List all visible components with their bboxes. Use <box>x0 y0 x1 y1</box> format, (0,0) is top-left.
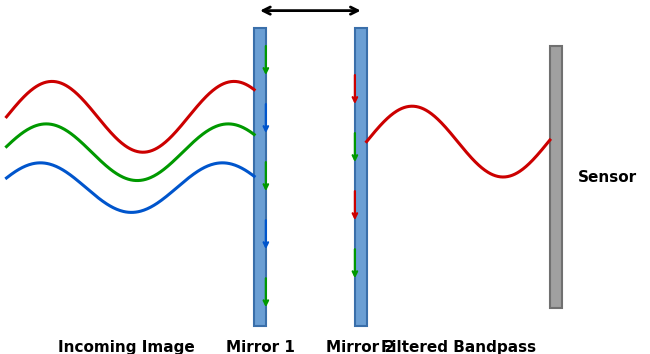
Text: Mirror 1: Mirror 1 <box>226 340 294 354</box>
Bar <box>355 28 367 326</box>
Text: Sensor: Sensor <box>578 170 637 184</box>
Text: Mirror 2: Mirror 2 <box>326 340 395 354</box>
Text: Incoming Image: Incoming Image <box>58 340 195 354</box>
Bar <box>550 46 562 308</box>
Bar <box>254 28 266 326</box>
Text: Filtered Bandpass: Filtered Bandpass <box>382 340 536 354</box>
